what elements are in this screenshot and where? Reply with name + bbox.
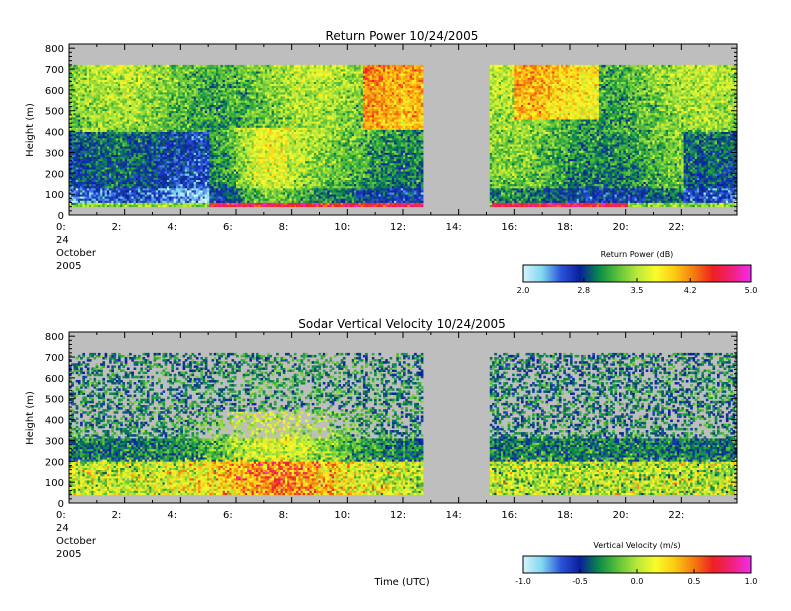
heatmap-cell bbox=[138, 65, 141, 67]
heatmap-cell bbox=[89, 65, 92, 67]
heatmap-cell bbox=[165, 65, 168, 67]
return-power-panel: Return Power 10/24/2005 0: 2: 4: 6: 8: 10: 12:… bbox=[25, 29, 757, 295]
heatmap-cell bbox=[122, 65, 125, 67]
heatmap-cells bbox=[69, 65, 737, 207]
heatmap-cell bbox=[171, 65, 174, 67]
heatmap-cell bbox=[80, 65, 83, 67]
chart-title: Return Power 10/24/2005 bbox=[326, 29, 479, 43]
heatmap-cell bbox=[180, 65, 183, 67]
heatmap-cell bbox=[98, 65, 101, 67]
heatmap-cell bbox=[147, 65, 150, 67]
heatmap-cell bbox=[131, 65, 134, 67]
heatmap-cell bbox=[114, 65, 117, 67]
heatmap-cell bbox=[105, 65, 108, 67]
heatmap-cell bbox=[156, 65, 159, 67]
